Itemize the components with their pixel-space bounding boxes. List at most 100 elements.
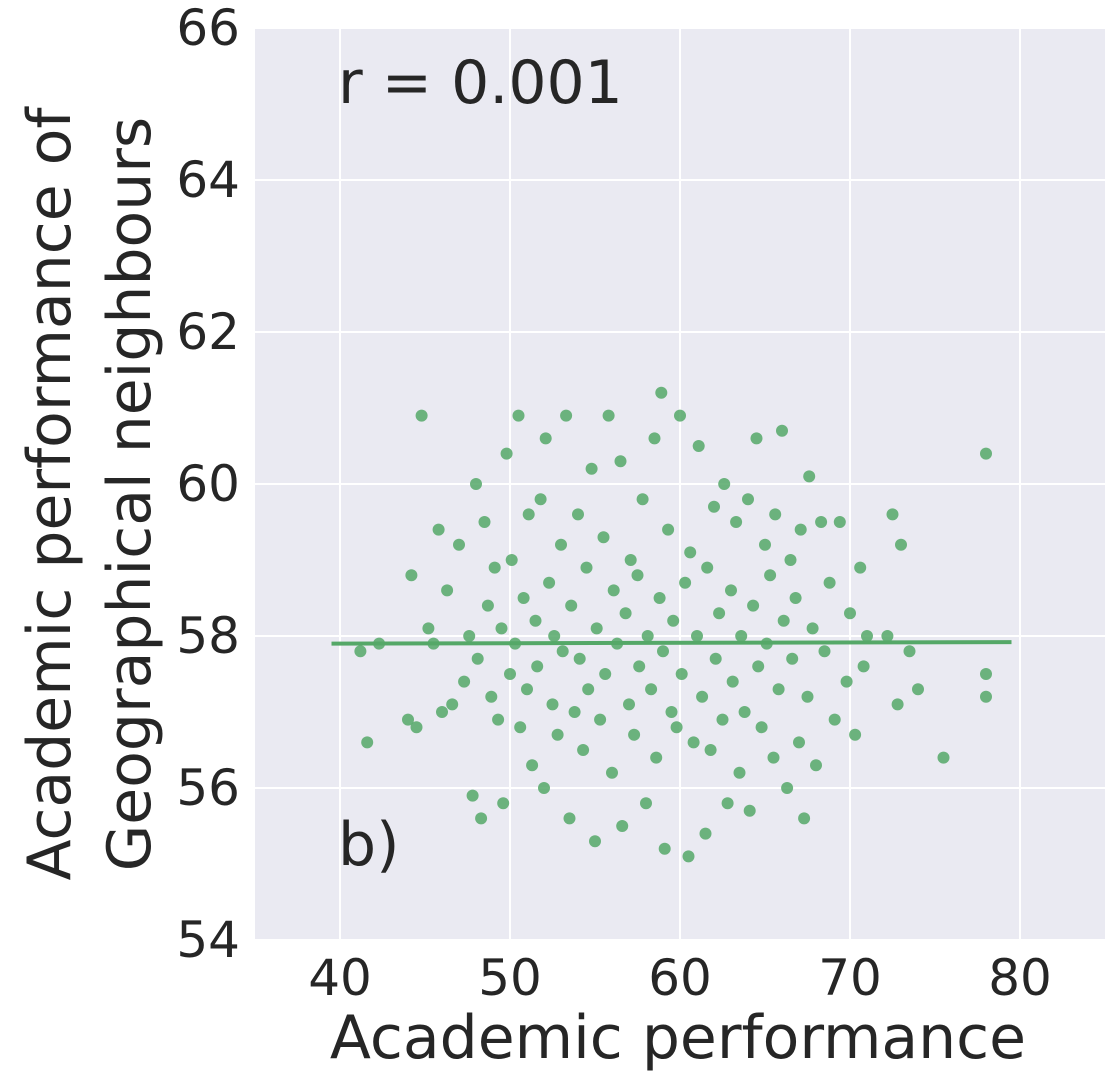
scatter-point <box>776 424 788 437</box>
scatter-point <box>794 523 807 536</box>
scatter-point <box>636 493 649 506</box>
scatter-point <box>551 728 564 741</box>
scatter-point <box>405 569 418 582</box>
scatter-point <box>504 668 516 680</box>
scatter-point <box>548 630 561 642</box>
scatter-point <box>619 607 632 620</box>
scatter-point <box>735 630 748 642</box>
scatter-point <box>538 782 550 794</box>
y-tick-label: 54 <box>176 911 240 969</box>
scatter-point <box>815 516 828 528</box>
scatter-point <box>667 614 680 627</box>
scatter-point <box>674 409 686 422</box>
scatter-point <box>436 706 448 718</box>
scatter-point <box>895 538 907 551</box>
scatter-point <box>633 660 646 673</box>
scatter-point <box>580 561 593 574</box>
x-tick-label: 70 <box>818 949 882 1007</box>
scatter-point <box>777 614 790 627</box>
scatter-point <box>563 812 576 825</box>
scatter-point <box>543 576 556 589</box>
scatter-point <box>803 470 816 483</box>
scatter-point <box>759 538 771 551</box>
scatter-point <box>556 645 569 658</box>
scatter-point <box>725 584 737 597</box>
scatter-point <box>441 584 454 597</box>
scatter-point <box>521 683 533 696</box>
scatter-point <box>726 675 739 688</box>
scatter-point <box>597 531 610 544</box>
scatter-point <box>798 812 811 825</box>
scatter-point <box>755 721 768 734</box>
scatter-point <box>614 455 627 468</box>
x-tick-label: 40 <box>308 949 372 1007</box>
scatter-point <box>861 630 873 642</box>
scatter-point <box>716 713 729 726</box>
scatter-point <box>657 645 669 658</box>
scatter-point <box>764 569 777 582</box>
scatter-point <box>662 523 675 536</box>
scatter-point <box>833 516 846 528</box>
scatter-point <box>886 508 899 521</box>
y-tick-label: 56 <box>176 759 240 817</box>
scatter-point <box>823 576 836 589</box>
scatter-point <box>687 736 700 749</box>
scatter-point <box>810 759 822 772</box>
scatter-point <box>682 850 695 863</box>
scatter-point <box>512 409 525 422</box>
x-tick-labels: 40 50 60 70 80 <box>308 949 1052 1007</box>
scatter-point <box>623 698 635 711</box>
scatter-point <box>658 842 671 855</box>
scatter-point <box>789 592 802 604</box>
scatter-point <box>891 698 904 711</box>
scatter-point <box>696 690 709 703</box>
scatter-point <box>679 576 692 589</box>
scatter-point <box>572 508 584 521</box>
scatter-point <box>492 713 505 726</box>
scatter-point <box>781 782 794 794</box>
scatter-point <box>505 554 518 566</box>
scatter-point <box>590 622 603 635</box>
scatter-point <box>980 447 992 460</box>
scatter-point <box>769 508 782 521</box>
scatter-point <box>849 728 862 741</box>
scatter-point <box>475 812 488 825</box>
scatter-point <box>691 630 703 642</box>
scatter-point <box>497 797 510 810</box>
y-axis-label-line-1: Academic performance of <box>15 106 85 881</box>
scatter-point <box>708 500 720 513</box>
scatter-point <box>546 698 559 711</box>
data-points <box>354 386 992 863</box>
scatter-point <box>606 766 618 779</box>
scatter-point <box>582 683 595 696</box>
scatter-point <box>718 478 731 490</box>
scatter-point <box>772 683 785 696</box>
scatter-point <box>463 630 476 642</box>
scatter-point <box>980 690 992 703</box>
scatter-point <box>733 766 746 779</box>
scatter-point <box>701 561 714 574</box>
scatter-point <box>432 523 445 536</box>
scatter-point <box>415 409 428 422</box>
x-tick-label: 60 <box>648 949 712 1007</box>
scatter-point <box>531 660 544 673</box>
scatter-point <box>655 386 668 399</box>
scatter-point <box>599 668 612 680</box>
scatter-point <box>631 569 644 582</box>
y-tick-label: 58 <box>176 607 240 665</box>
scatter-point <box>784 554 797 566</box>
scatter-point <box>485 690 498 703</box>
y-tick-labels: 54 56 58 60 62 64 66 <box>176 0 240 969</box>
scatter-point <box>573 652 586 665</box>
y-tick-label: 64 <box>176 151 240 209</box>
scatter-point <box>806 622 819 635</box>
scatter-point <box>607 584 620 597</box>
x-axis-label: Academic performance <box>330 1003 1026 1073</box>
regression-line <box>331 640 1012 646</box>
scatter-point <box>526 759 539 772</box>
scatter-point <box>840 675 853 688</box>
scatter-point <box>471 652 484 665</box>
scatter-point <box>648 432 661 445</box>
scatter-point <box>670 721 683 734</box>
scatter-point <box>589 835 601 848</box>
